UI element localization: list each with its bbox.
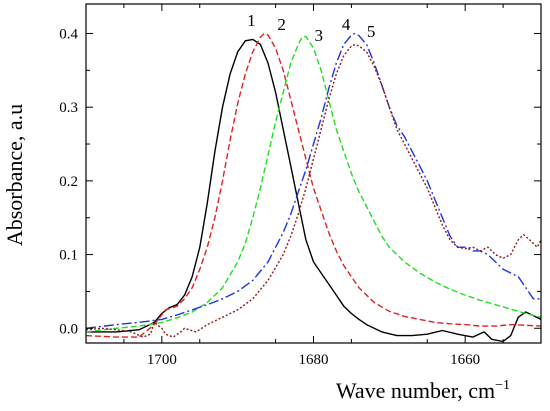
- y-tick-label: 0.1: [59, 248, 78, 264]
- curve-labels: 1 2 34 5: [247, 11, 375, 45]
- curve-label-4: 4: [342, 15, 351, 34]
- series-line-2: [85, 32, 542, 338]
- curve-label-5: 5: [367, 22, 376, 41]
- y-tick-label: 0.2: [59, 174, 78, 190]
- y-tick-label: 0.3: [59, 100, 78, 116]
- curve-label-2: 2: [277, 15, 286, 34]
- x-axis-title-unit-exponent: −1: [495, 378, 510, 393]
- plot-frame: [85, 3, 542, 344]
- y-axis-title: Absorbance, a.u: [2, 104, 27, 246]
- series-line-1: [86, 38, 542, 343]
- curve-label-3: 3: [315, 26, 324, 45]
- series-line-5: [85, 43, 542, 338]
- y-tick-label: 0.0: [59, 321, 78, 337]
- axis-ticks: 1700 1680 1660 0.0 0.1 0.2 0.3 0.4: [59, 4, 541, 368]
- curve-label-1: 1: [247, 11, 256, 30]
- y-tick-label: 0.4: [59, 26, 78, 42]
- x-axis-title-text: Wave number, cm: [336, 378, 495, 403]
- series-line-3: [85, 35, 542, 333]
- x-tick-label: 1700: [147, 352, 177, 368]
- x-tick-label: 1660: [450, 352, 480, 368]
- x-axis-title: Wave number, cm−1: [336, 378, 510, 403]
- series-line-4: [85, 32, 541, 329]
- series-curves: [85, 32, 542, 343]
- x-tick-label: 1680: [299, 352, 329, 368]
